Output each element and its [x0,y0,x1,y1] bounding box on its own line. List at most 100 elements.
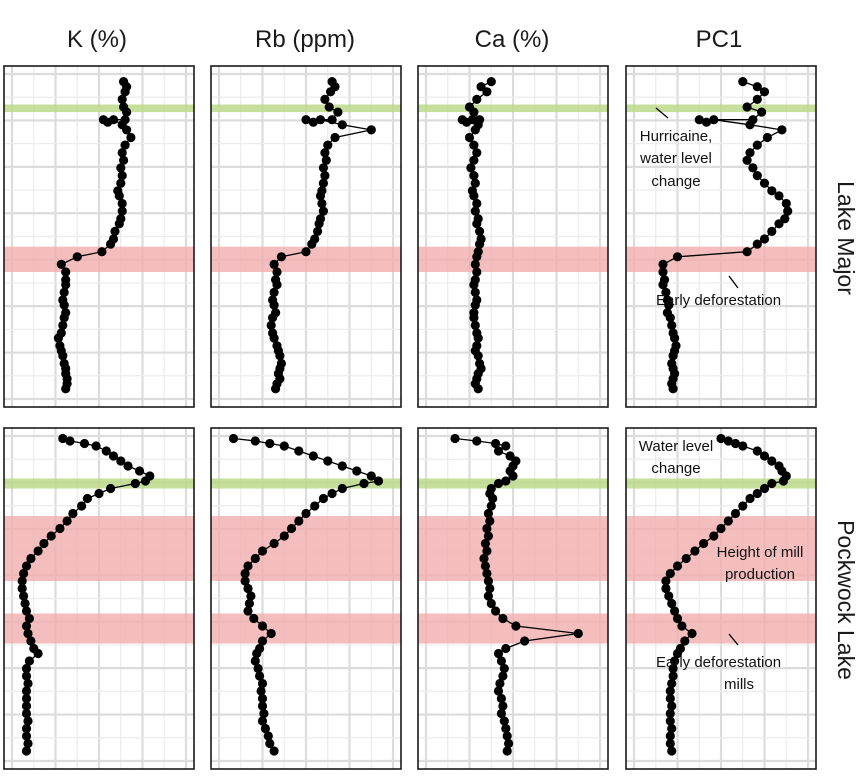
panel-pockwock-k-point [77,501,87,511]
panel-lake-major-pc1-point [752,94,762,104]
panel-pockwock-k-point [135,466,145,476]
panel-lake-major-rb-point [320,171,330,181]
panel-pockwock-ca-point [483,508,493,519]
panel-pockwock-rb-point [244,598,254,609]
panel-pockwock-pc1-point [672,648,683,659]
panel-pockwock-k-point [21,561,32,571]
panel-pockwock-k-point [21,701,32,711]
panel-lake-major-pc1-point [783,206,793,216]
panel-pockwock-ca [417,427,609,770]
panel-lake-major-rb-point [301,115,311,125]
panel-pockwock-rb-point [246,591,256,601]
annotation-early-deforestation-leader [728,275,739,289]
panel-pockwock-k-point [21,708,32,719]
panel-pockwock-ca-point [499,663,509,674]
panel-lake-major-rb-point [301,247,311,257]
panel-lake-major-k-point [117,171,127,181]
annotation-hurricane-line1: Hurricaine, [640,128,713,145]
panels [3,65,817,770]
panel-pockwock-ca-point [498,671,508,681]
panel-lake-major-rb-point [269,259,279,269]
panel-pockwock-k-point [39,538,49,549]
panel-pockwock-rb-band-hurricane-0 [211,478,401,489]
panel-lake-major-rb-point [318,206,328,216]
annotation-deforestation-mills-line1: Early deforestation [656,654,781,671]
row-label-pockwock-lake: Pockwock Lake [833,520,859,680]
annotation-hurricane-line3: change [651,173,700,190]
panel-lake-major-rb-frame [210,65,402,408]
panel-pockwock-k-point [24,656,34,666]
panel-pockwock-rb-point [243,606,253,616]
panel-lake-major-pc1-point [762,132,773,143]
panel-pockwock-rb-point [260,723,270,734]
panel-pockwock-pc1-point [752,488,762,499]
panel-pockwock-ca-point [501,441,511,451]
panel-pockwock-k-point [21,606,32,616]
panel-lake-major-pc1-point [694,115,704,125]
panel-lake-major-ca-point [472,267,482,277]
column-titles: K (%) Rb (ppm) Ca (%) PC1 [67,26,742,53]
panel-lake-major-k-point [120,87,130,97]
panel-pockwock-rb-point [250,553,260,564]
panel-pockwock-k-point [17,576,27,586]
panel-pockwock-rb-point [269,746,279,756]
panel-pockwock-ca-point [480,561,490,571]
panel-pockwock-ca-point [502,746,512,756]
panel-lake-major-k-point [72,252,82,262]
panel-pockwock-rb-point [257,716,268,726]
panel-pockwock-rb-band-event-2 [211,613,401,644]
panel-pockwock-k-band-event-1 [4,516,194,581]
panel-pockwock-k-point [94,488,104,499]
annotation-water-level-line1: Water level [639,438,713,455]
panel-lake-major-pc1-point [767,226,777,236]
panel-lake-major-pc1-point [742,247,752,257]
panel-lake-major-rb-band-hurricane-0 [211,104,401,113]
panel-pockwock-k-point [21,671,32,681]
panel-lake-major-rb-point [272,267,282,277]
panel-pockwock-rb-band-event-1 [211,516,401,581]
annotation-deforestation-mills-leader [728,633,739,646]
panel-pockwock-pc1-point [709,531,719,541]
panel-lake-major-ca-point [473,333,483,343]
panel-pockwock-rb-point [265,438,275,449]
panel-pockwock-pc1-frame [625,427,817,770]
panel-pockwock-k-point [24,613,34,624]
panel-lake-major-pc1-point [670,333,680,343]
panel-pockwock-k-point [21,663,32,674]
panel-pockwock-pc1-point [668,663,678,674]
panel-pockwock-rb-point [243,583,253,594]
panel-lake-major-rb-point [320,148,330,158]
panel-lake-major-pc1-point [701,117,712,127]
panel-lake-major-rb-point [314,219,324,229]
panel-pockwock-k-point [17,583,27,594]
panel-lake-major-k-point [61,267,71,277]
annotation-hurricane-leader [655,107,669,119]
panel-pockwock-k-point [21,746,32,756]
panel-pockwock-ca-point [520,636,530,646]
panel-pockwock-pc1-point [778,476,789,486]
panel-pockwock-rb-point [359,478,369,489]
panel-lake-major-k-point [120,140,130,150]
panel-lake-major-k-point [116,163,126,173]
annotation-hurricane-line2: water level [639,150,712,167]
panel-lake-major-pc1-point [752,82,762,92]
panel-pockwock-ca-point [493,648,504,659]
panel-pockwock-ca-point [485,516,495,526]
col-title-k: K (%) [67,26,127,53]
panel-lake-major-k-point [58,351,68,361]
panel-lake-major-pc1-point [767,186,777,196]
panel-pockwock-ca-point [472,436,482,446]
annotation-mill-height-line2: production [725,566,795,583]
panel-lake-major-rb-point [308,117,318,127]
panel-pockwock-k-point [130,478,140,489]
panel-pockwock-ca-point [493,446,504,456]
panel-pockwock-pc1-point [681,553,691,564]
panel-pockwock-rb-point [255,671,265,681]
panel-lake-major-ca-point [470,206,480,216]
panel-lake-major-k-point [61,280,71,290]
panel-lake-major-ca-point [475,226,485,236]
panel-pockwock-rb-point [257,546,268,556]
panel-pockwock-rb-point [308,451,318,461]
panel-pockwock-pc1-point [723,516,733,526]
panel-lake-major-pc1-point [664,300,674,310]
